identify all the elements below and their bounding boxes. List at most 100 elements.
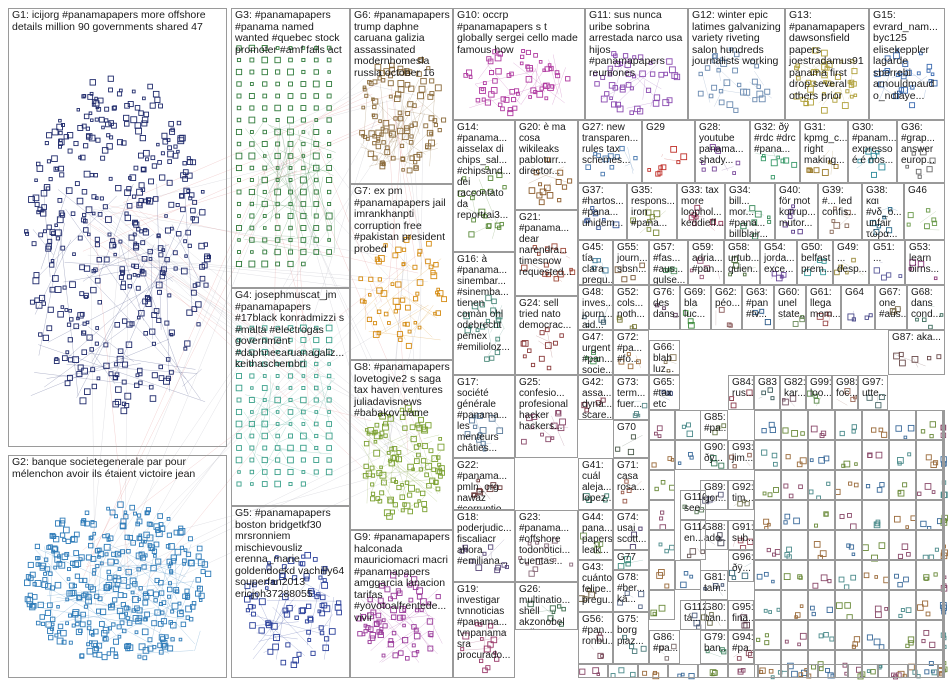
node — [236, 57, 242, 63]
node — [275, 81, 280, 87]
node — [235, 128, 243, 136]
node — [282, 593, 289, 601]
edge — [360, 143, 380, 161]
edge — [626, 67, 653, 95]
node — [155, 281, 163, 289]
node — [185, 551, 192, 557]
group-box-g19: G19: investigar tvnnoticias #panama... t… — [453, 582, 515, 678]
node — [292, 575, 298, 581]
node — [99, 196, 104, 201]
node — [142, 647, 150, 654]
edge — [538, 340, 550, 349]
node — [273, 634, 280, 641]
edge — [876, 395, 879, 403]
group-box-g49: G49: ... desp... — [833, 240, 869, 285]
edge — [625, 537, 637, 544]
node — [326, 165, 333, 171]
node — [189, 192, 195, 198]
node — [132, 232, 137, 237]
node — [170, 637, 175, 642]
node — [160, 636, 166, 642]
group-box-small — [943, 560, 945, 590]
node — [47, 238, 53, 244]
node — [44, 566, 51, 572]
node — [81, 94, 86, 99]
group-box-g53: G53: learn birns... — [905, 240, 945, 285]
node — [316, 592, 321, 597]
node — [248, 420, 255, 428]
node — [301, 374, 306, 378]
node — [314, 118, 319, 122]
node — [327, 386, 331, 390]
node — [391, 454, 399, 462]
group-box-small — [862, 590, 889, 620]
edge — [243, 411, 262, 438]
node — [114, 398, 122, 406]
node — [326, 445, 332, 451]
edge — [622, 147, 635, 171]
group-label-g79: G79: ban... — [704, 632, 728, 654]
edge — [612, 60, 624, 98]
group-box-g24: G24: sell tried nato democrac... — [515, 296, 578, 375]
node — [134, 382, 140, 388]
node — [100, 155, 106, 161]
node — [85, 320, 90, 325]
node — [151, 620, 158, 627]
node — [167, 581, 172, 586]
group-box-g14: G14: #panama... aisselax di chips_sal...… — [453, 120, 515, 252]
node — [308, 617, 314, 623]
node — [97, 300, 102, 305]
group-label-g3: G3: #panamapapers #panama named wanted #… — [235, 9, 342, 56]
edge — [333, 209, 335, 254]
node — [261, 420, 269, 428]
node — [384, 145, 390, 151]
node — [148, 384, 154, 390]
node — [308, 588, 315, 595]
node — [312, 557, 318, 562]
edge — [280, 364, 287, 368]
edge — [267, 150, 273, 166]
node — [392, 252, 399, 259]
node — [35, 562, 41, 567]
edge — [624, 164, 630, 167]
group-box-g79: G79: ban... — [700, 630, 728, 664]
node — [249, 82, 254, 86]
node — [124, 392, 132, 400]
edge — [754, 71, 765, 86]
node — [287, 373, 294, 379]
group-label-g9: G9: #panamapapers halconada mauriciomacr… — [354, 531, 450, 624]
node — [288, 422, 293, 426]
node — [142, 655, 148, 661]
group-label-g85: G85: #pa... — [704, 412, 728, 434]
node — [42, 334, 49, 341]
node — [265, 620, 271, 626]
edge — [285, 178, 306, 247]
node — [74, 573, 81, 579]
group-box-g90: G90: ðÿ... — [700, 440, 728, 470]
node — [434, 84, 442, 92]
node — [96, 257, 102, 263]
node — [420, 77, 427, 85]
edge — [123, 202, 375, 447]
node — [153, 554, 157, 558]
node — [428, 139, 435, 147]
edge — [36, 195, 117, 279]
group-box-g71: G71: casa rosa... — [613, 458, 649, 510]
node — [136, 188, 143, 196]
node — [46, 132, 53, 139]
group-box-small — [754, 440, 781, 470]
node — [49, 262, 55, 268]
edge — [66, 364, 197, 374]
group-box-g21: G21: #panama... dear narendra... timesno… — [515, 210, 578, 296]
group-label-g84: G84: rus... — [732, 377, 754, 399]
node — [321, 569, 327, 575]
node — [46, 325, 53, 332]
group-label-g26: G26: multinatio... shell akzonobel unile… — [519, 584, 571, 629]
edge — [252, 586, 278, 642]
node — [147, 248, 153, 255]
group-box-g75: G75: borg piaz... — [613, 612, 649, 664]
edge — [386, 307, 391, 315]
node — [326, 189, 332, 195]
group-label-g83: G83 — [758, 377, 777, 388]
node — [154, 609, 161, 616]
